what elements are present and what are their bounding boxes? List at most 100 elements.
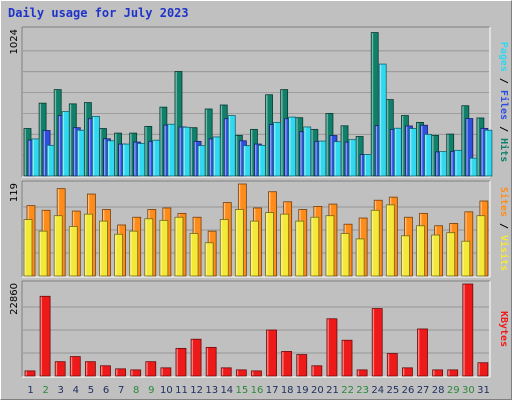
files-bar-day-30 — [465, 118, 474, 177]
pages-bar-day-10-fill — [167, 123, 176, 177]
x-tick-label-day-5: 5 — [88, 385, 94, 396]
visits-bar-day-3-fill — [53, 215, 63, 277]
kbytes-bar-day-4-highlight — [70, 357, 73, 376]
visits-bar-day-27-fill — [416, 225, 425, 277]
kbytes-bar-day-19 — [296, 354, 308, 377]
kbytes-bar-day-23-fill — [356, 369, 368, 377]
pages-bar-day-26-highlight — [409, 129, 412, 176]
visits-bar-day-5 — [83, 213, 93, 277]
y-axis-title-part: Visits — [498, 229, 510, 271]
visits-bar-day-27-highlight — [417, 226, 419, 276]
pages-bar-day-23 — [363, 154, 372, 177]
y-axis-title-part: Pages — [498, 42, 509, 72]
x-tick-label-day-2: 2 — [42, 385, 48, 396]
y-axis-title-part: / — [498, 120, 509, 132]
files-bar-day-30-fill — [465, 118, 474, 177]
kbytes-bar-day-26-fill — [402, 367, 413, 377]
files-bar-day-1-highlight — [28, 140, 30, 176]
hits-bar-day-11 — [174, 71, 183, 177]
pages-bar-day-27-fill — [424, 133, 432, 177]
pages-bar-day-1-fill — [31, 138, 40, 177]
pages-bar-day-15-highlight — [243, 146, 246, 176]
visits-bar-day-17-fill — [265, 212, 274, 277]
visits-bar-day-12 — [189, 233, 199, 277]
kbytes-bar-day-27-highlight — [418, 329, 420, 376]
pages-bar-day-30 — [469, 157, 478, 177]
pages-bar-day-27-highlight — [425, 134, 427, 176]
hits-bar-day-20-highlight — [311, 129, 313, 176]
kbytes-bar-day-9-fill — [145, 361, 157, 377]
y-axis-title-part: / — [498, 217, 509, 229]
kbytes-bar-day-12 — [190, 338, 202, 377]
y-axis-title: Sites / Visits — [498, 187, 510, 271]
kbytes-bar-day-7 — [115, 368, 126, 377]
pages-bar-day-9 — [152, 139, 161, 177]
visits-bar-day-6-fill — [99, 220, 108, 277]
visits-bar-day-29 — [446, 232, 456, 277]
kbytes-bar-day-19-highlight — [297, 355, 299, 376]
pages-bar-day-19-fill — [303, 126, 312, 177]
kbytes-bar-day-3-fill — [54, 361, 66, 377]
visits-bar-day-30-highlight — [462, 241, 464, 276]
visits-bar-day-20 — [310, 216, 320, 277]
visits-bar-day-18 — [280, 213, 290, 277]
pages-bar-day-2-highlight — [47, 145, 49, 176]
kbytes-bar-day-15-fill — [235, 369, 247, 377]
pages-bar-day-12-highlight — [198, 146, 200, 176]
visits-bar-day-25 — [385, 204, 395, 277]
x-tick-label-day-15: 15 — [236, 385, 249, 396]
x-tick-label-day-23: 23 — [356, 385, 369, 396]
files-bar-day-5-highlight — [88, 119, 91, 176]
pages-bar-day-18-fill — [288, 116, 297, 177]
visits-bar-day-20-fill — [310, 216, 320, 277]
kbytes-bar-day-5-fill — [84, 361, 96, 377]
y-max-label: 1024 — [9, 29, 20, 54]
visits-bar-day-21-fill — [325, 215, 335, 277]
x-tick-label-day-3: 3 — [58, 385, 64, 396]
pages-bar-day-11 — [182, 126, 191, 177]
y-axis-title: Pages / Files / Hits — [498, 42, 510, 162]
files-bar-day-4-highlight — [73, 128, 76, 176]
visits-bar-day-25-highlight — [386, 205, 389, 276]
visits-bar-day-29-highlight — [447, 233, 449, 276]
files-bar-day-8-highlight — [134, 142, 136, 176]
kbytes-bar-day-23-highlight — [357, 370, 360, 376]
x-tick-label-day-16: 16 — [251, 385, 264, 396]
x-tick-label-day-10: 10 — [160, 385, 173, 396]
x-tick-label-day-27: 27 — [417, 385, 430, 396]
hits-bar-day-26-highlight — [401, 116, 404, 176]
hits-bar-day-7-highlight — [115, 133, 117, 176]
pages-bar-day-30-highlight — [470, 158, 472, 176]
pages-bar-day-1 — [31, 138, 40, 177]
pages-bar-day-22-highlight — [349, 140, 351, 176]
visits-bar-day-15-fill — [234, 209, 244, 277]
x-tick-label-day-12: 12 — [190, 385, 203, 396]
visits-bar-day-15 — [234, 209, 244, 277]
pages-bar-day-20-highlight — [319, 141, 321, 176]
x-tick-label-day-13: 13 — [205, 385, 218, 396]
kbytes-bar-day-18 — [281, 351, 293, 377]
visits-bar-day-13-fill — [204, 242, 214, 277]
kbytes-bar-day-13-highlight — [206, 347, 209, 376]
visits-bar-day-31 — [476, 215, 486, 277]
files-bar-day-23-highlight — [360, 154, 363, 176]
pages-bar-day-31 — [484, 129, 493, 177]
kbytes-bar-day-14 — [220, 367, 232, 377]
x-tick-label-day-1: 1 — [27, 385, 33, 396]
hits-bar-day-29-highlight — [447, 134, 449, 176]
kbytes-bar-day-14-fill — [220, 367, 232, 377]
visits-bar-day-24 — [370, 209, 380, 277]
hits-bar-day-16-highlight — [250, 129, 253, 176]
hits-bar-day-5-highlight — [84, 103, 87, 176]
pages-bar-day-21 — [333, 141, 342, 177]
kbytes-bar-day-7-highlight — [116, 369, 118, 376]
visits-bar-day-7 — [114, 233, 123, 277]
pages-bar-day-17 — [273, 121, 281, 177]
kbytes-bar-day-10 — [160, 367, 172, 377]
pages-bar-day-29 — [454, 149, 463, 177]
kbytes-bar-day-24-fill — [371, 308, 383, 377]
kbytes-bar-day-13-fill — [205, 346, 217, 377]
visits-bar-day-18-highlight — [281, 214, 283, 276]
x-tick-label-day-6: 6 — [103, 385, 109, 396]
visits-bar-day-16 — [250, 220, 259, 277]
